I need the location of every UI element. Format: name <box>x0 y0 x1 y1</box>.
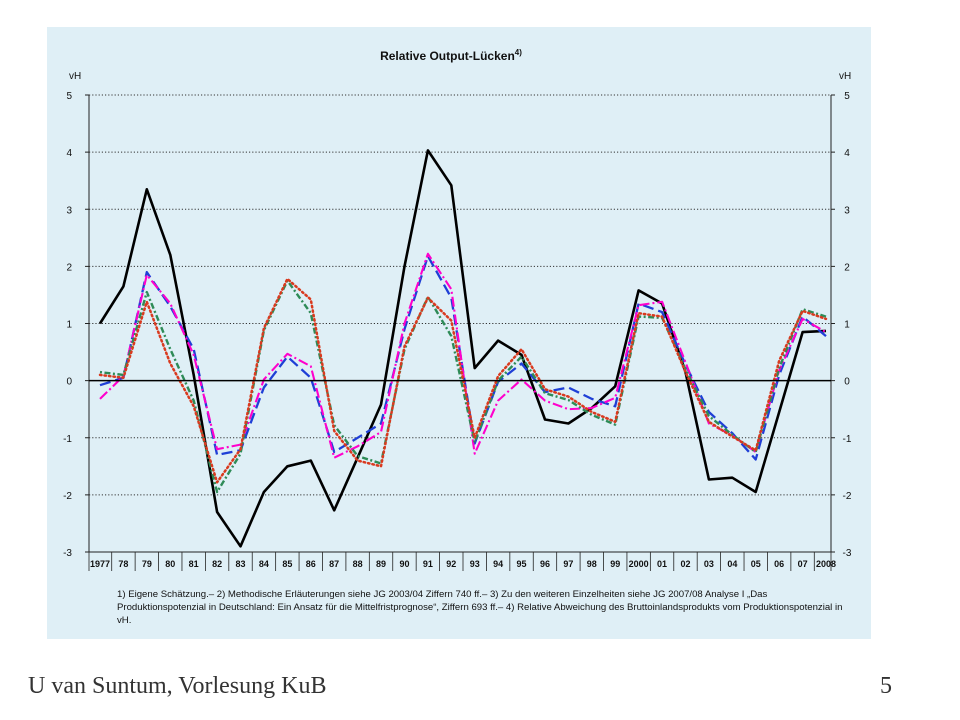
y-axis-label-right: vH <box>839 71 851 82</box>
x-tick-label: 96 <box>540 559 550 569</box>
y-tick-right: 2 <box>844 262 850 273</box>
x-tick-label: 2000 <box>629 559 649 569</box>
chart-panel: Relative Output-Lücken4) vH vH 5 5 4 4 3 3 2 2 1… <box>47 27 871 639</box>
series-line-3 <box>99 252 827 459</box>
x-tick-label: 01 <box>657 559 667 569</box>
y-tick-left: 1 <box>66 320 72 331</box>
y-tick-left: 3 <box>66 205 72 216</box>
y-tick-right: -3 <box>843 548 852 559</box>
chart-title-sup: 4) <box>515 48 522 57</box>
y-tick-right: 5 <box>844 91 850 102</box>
x-tick-label: 95 <box>517 559 527 569</box>
x-tick-label: 84 <box>259 559 269 569</box>
x-tick-label: 83 <box>236 559 246 569</box>
x-tick-label: 92 <box>446 559 456 569</box>
x-tick-label: 88 <box>353 559 363 569</box>
y-tick-right: -1 <box>843 434 852 445</box>
chart-footnote: 1) Eigene Schätzung.– 2) Methodische Erl… <box>117 589 843 626</box>
x-tick-label: 07 <box>798 559 808 569</box>
x-tick-label: 86 <box>306 559 316 569</box>
chart-svg: Relative Output-Lücken4) vH vH 5 5 4 4 3 3 2 2 1… <box>63 48 852 571</box>
y-tick-left: -1 <box>63 434 72 445</box>
x-tick-label: 04 <box>727 559 737 569</box>
y-axis-label-left: vH <box>69 71 81 82</box>
y-tick-right: 0 <box>844 377 850 388</box>
footer-author: U van Suntum, Vorlesung KuB <box>28 673 327 699</box>
x-tick-label: 91 <box>423 559 433 569</box>
y-tick-left: -3 <box>63 548 72 559</box>
y-tick-right: 3 <box>844 205 850 216</box>
x-tick-label: 03 <box>704 559 714 569</box>
x-tick-label: 97 <box>563 559 573 569</box>
x-tick-label: 2008 <box>816 559 836 569</box>
x-tick-label: 05 <box>751 559 761 569</box>
series-line-5 <box>98 277 828 484</box>
y-tick-left: 5 <box>66 91 72 102</box>
y-tick-left: 2 <box>66 262 72 273</box>
x-tick-label: 94 <box>493 559 503 569</box>
y-tick-labels: 5 5 4 4 3 3 2 2 1 1 0 0 -1 -1 -2 -2 -3 -3 <box>63 91 852 559</box>
y-tick-right: -2 <box>843 491 852 502</box>
x-tick-label: 99 <box>610 559 620 569</box>
series-line-1 <box>98 149 827 548</box>
x-tick-label: 78 <box>118 559 128 569</box>
x-tick-label: 98 <box>587 559 597 569</box>
x-tick-label: 89 <box>376 559 386 569</box>
series-lines <box>98 149 828 548</box>
grid-lines <box>89 94 831 553</box>
x-tick-label: 90 <box>399 559 409 569</box>
y-tick-left: 4 <box>66 148 72 159</box>
y-tick-right: 1 <box>844 320 850 331</box>
chart-title: Relative Output-Lücken4) <box>380 48 522 63</box>
x-tick-label: 82 <box>212 559 222 569</box>
x-tick-label: 85 <box>282 559 292 569</box>
x-tick-label: 06 <box>774 559 784 569</box>
x-tick-label: 81 <box>189 559 199 569</box>
x-tick-label: 02 <box>680 559 690 569</box>
y-tick-left: -2 <box>63 491 72 502</box>
x-tick-label: 93 <box>470 559 480 569</box>
axes <box>85 94 835 571</box>
page-number: 5 <box>880 673 892 699</box>
x-tick-label: 1977 <box>90 559 110 569</box>
x-tick-labels: 1977 78 79 80 81 82 83 84 85 86 87 88 89 90 91 92 93 94 95… <box>90 559 836 569</box>
series-line-4 <box>99 279 827 494</box>
chart-title-text: Relative Output-Lücken <box>380 49 515 63</box>
y-tick-right: 4 <box>844 148 850 159</box>
x-tick-label: 80 <box>165 559 175 569</box>
x-tick-label: 79 <box>142 559 152 569</box>
x-tick-label: 87 <box>329 559 339 569</box>
y-tick-left: 0 <box>66 377 72 388</box>
